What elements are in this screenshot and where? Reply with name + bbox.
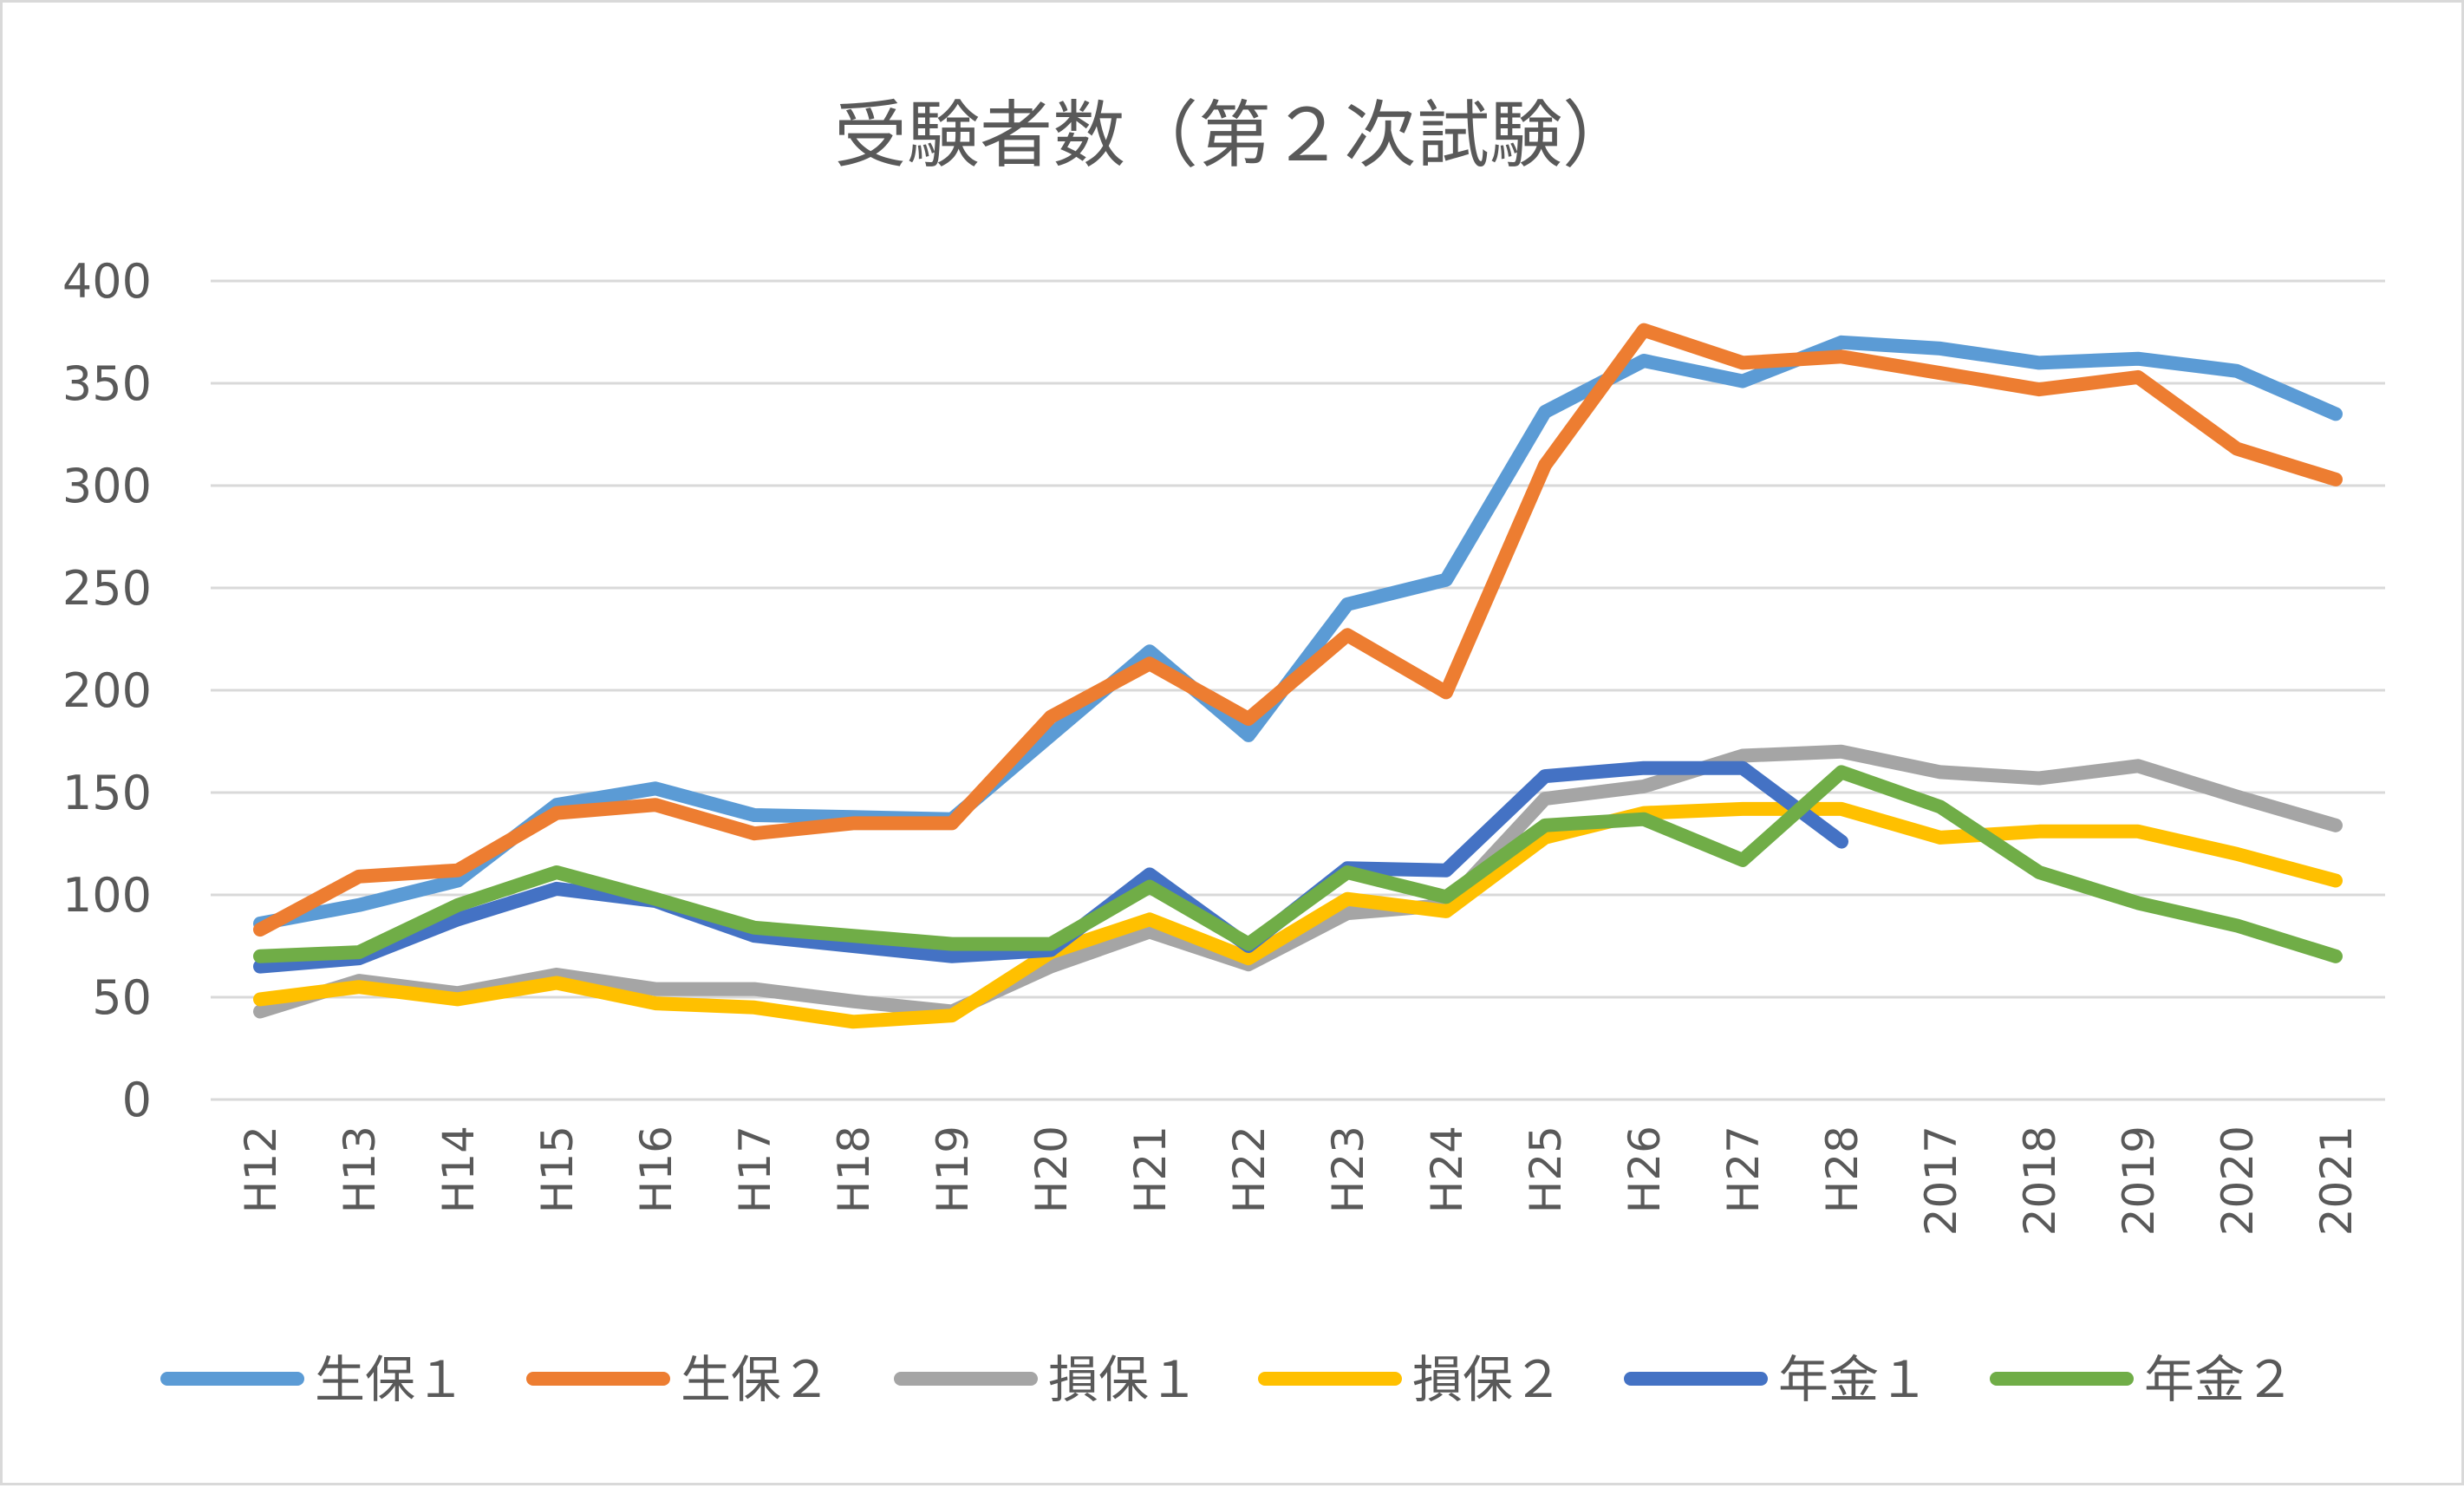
legend-label: 損保２: [1412, 1350, 1563, 1409]
y-tick-label: 400: [62, 254, 152, 309]
x-tick-label: H13: [335, 1126, 385, 1213]
x-tick-label: 2017: [1916, 1126, 1966, 1236]
y-tick-label: 250: [62, 561, 152, 616]
x-tick-label: H20: [1027, 1126, 1077, 1213]
x-tick-label: H21: [1125, 1126, 1176, 1213]
series-line-3: [253, 744, 2343, 1019]
legend-label: 年金２: [2144, 1350, 2295, 1409]
x-tick-label: H22: [1224, 1126, 1274, 1213]
x-tick-label: H23: [1323, 1126, 1373, 1213]
legend-label: 生保１: [315, 1350, 466, 1409]
y-tick-label: 150: [62, 766, 152, 820]
x-tick-label: 2021: [2311, 1126, 2362, 1236]
y-axis-ticks: 0 50 100 150 200 250 300 350 400: [62, 254, 152, 1127]
legend-label: 生保２: [681, 1350, 831, 1409]
x-tick-label: H15: [532, 1126, 583, 1213]
y-tick-label: 0: [122, 1073, 152, 1127]
x-tick-label: H12: [236, 1126, 286, 1213]
x-tick-label: H25: [1521, 1126, 1571, 1213]
x-tick-label: H28: [1817, 1126, 1868, 1213]
x-tick-label: H26: [1620, 1126, 1670, 1213]
chart-title: 受験者数（第２次試験）: [834, 93, 1635, 178]
y-tick-label: 350: [62, 356, 152, 411]
legend-label: 年金１: [1778, 1350, 1929, 1409]
legend: 生保１ 生保２ 損保１ 損保２ 年金１ 年金２: [160, 1350, 2295, 1409]
x-tick-label: 2020: [2213, 1126, 2263, 1236]
x-tick-label: H27: [1718, 1126, 1769, 1213]
line-chart: 受験者数（第２次試験） 0 50 100 150 200 250 300 350 400 H12…: [62, 93, 2385, 1409]
x-axis-ticks: H12 H13 H14 H15 H16 H17 H18 H19 H20 H21 H22 H23 H24 H…: [236, 1126, 2362, 1236]
x-tick-label: H19: [928, 1126, 978, 1213]
series-lines: [253, 323, 2343, 1029]
x-tick-label: H16: [631, 1126, 681, 1213]
series-line-2: [253, 323, 2343, 937]
y-tick-label: 100: [62, 868, 152, 923]
legend-label: 損保１: [1048, 1350, 1199, 1409]
x-tick-label: H18: [829, 1126, 879, 1213]
x-tick-label: H17: [730, 1126, 780, 1213]
y-tick-label: 50: [92, 970, 152, 1025]
x-tick-label: 2019: [2114, 1126, 2164, 1236]
x-tick-label: H14: [433, 1126, 484, 1213]
x-tick-label: H24: [1422, 1126, 1472, 1213]
series-line-6: [253, 765, 2343, 963]
x-tick-label: 2018: [2015, 1126, 2065, 1236]
y-tick-label: 200: [62, 663, 152, 718]
y-tick-label: 300: [62, 459, 152, 513]
